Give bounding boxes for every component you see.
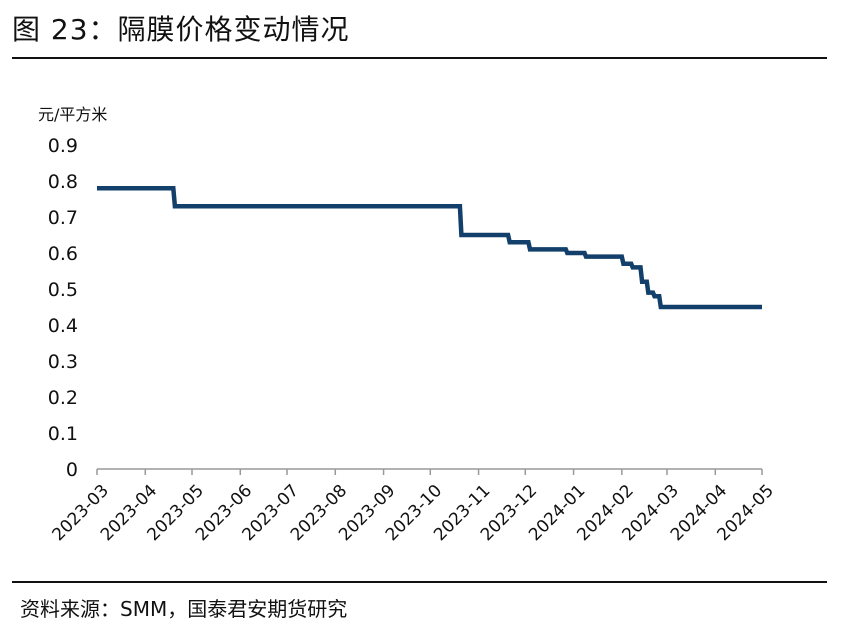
series-line [97,185,762,310]
x-tick-marks [96,469,763,475]
y-tick-label: 0.7 [48,207,78,229]
y-tick-label: 0 [66,459,78,481]
y-tick-label: 0.4 [48,315,78,337]
y-tick-label: 0.8 [48,171,78,193]
source-rule [12,581,827,583]
y-tick-label: 0.1 [48,423,78,445]
y-tick-label: 0.3 [48,351,78,373]
y-axis-label: 元/平方米 [38,105,107,124]
figure-title: 图 23：隔膜价格变动情况 [12,13,350,46]
y-tick-label: 0.9 [48,135,78,157]
title-rule [12,57,827,59]
source-note: 资料来源：SMM，国泰君安期货研究 [20,597,348,621]
x-tick-labels: 2023-032023-042023-052023-062023-072023-… [49,481,778,545]
y-tick-label: 0.6 [48,243,78,265]
y-tick-label: 0.5 [48,279,78,301]
y-tick-labels: 0 0.1 0.2 0.3 0.4 0.5 0.6 0.7 0.8 0.9 [48,135,78,481]
y-tick-label: 0.2 [48,387,78,409]
price-line-chart: 元/平方米 0 0.1 0.2 0.3 0.4 0.5 0.6 0.7 0.8 0.9 2023-… [38,105,778,545]
